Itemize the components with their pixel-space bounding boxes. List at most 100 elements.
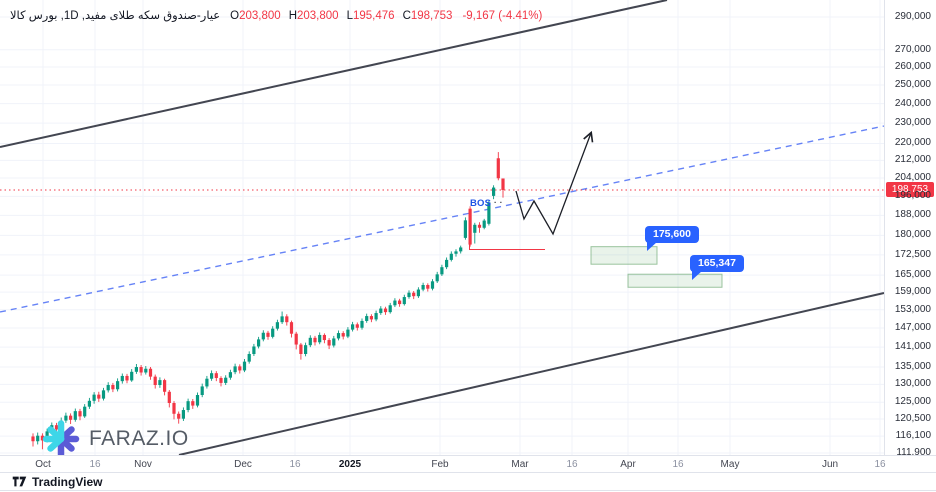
candle-body [139, 367, 143, 373]
faraz-watermark: FARAZ.IO [42, 418, 189, 460]
candle-body [393, 300, 397, 306]
price-tick-label: 141,000 [894, 341, 931, 353]
candle-body [416, 289, 420, 297]
price-tick-label: 230,000 [894, 117, 931, 129]
candle-body [398, 300, 402, 305]
candle-body [257, 339, 261, 347]
time-tick-label: 16 [672, 459, 684, 470]
time-tick-label: Apr [620, 459, 636, 470]
candle-body [285, 316, 289, 323]
zone-rect-1[interactable] [590, 246, 658, 265]
price-tick-label: 172,500 [894, 248, 931, 260]
candle-body [111, 385, 115, 390]
candle-body [487, 202, 491, 224]
candle-body [120, 375, 124, 382]
candle-body [407, 292, 411, 298]
candle-body [501, 178, 505, 190]
candle-body [426, 284, 430, 289]
tradingview-footer: TradingView [0, 472, 936, 491]
price-axis[interactable]: 198,753 290,000 270,000 260,000 250,000 240,… [884, 0, 936, 458]
candle-body [54, 425, 59, 430]
tradingview-brand[interactable]: TradingView [32, 474, 103, 489]
channel-lower[interactable] [178, 292, 885, 455]
time-tick-label: 16 [89, 459, 101, 470]
zone-rect-2[interactable] [627, 273, 723, 288]
candle-body [219, 378, 223, 383]
symbol-legend[interactable]: عیار-صندوق سکه طلای مفید, 1D, بورس کالا … [10, 8, 542, 22]
candle-body [153, 376, 157, 386]
candle-body [125, 375, 129, 381]
candle-body [172, 403, 176, 414]
candle-body [477, 224, 482, 228]
price-tick-label: 260,000 [894, 60, 931, 72]
candle-body [355, 324, 359, 328]
candle-body [341, 333, 345, 337]
price-tick-label: 270,000 [894, 43, 931, 55]
price-tick-label: 165,000 [894, 269, 931, 281]
price-tick-label: 147,000 [894, 322, 931, 334]
candle-body [421, 284, 425, 290]
high-value: H203,800 [288, 10, 339, 22]
candle-body [261, 332, 265, 340]
time-tick-label: Oct [35, 459, 51, 470]
trend-dashed[interactable] [0, 125, 885, 313]
price-tick-label: 135,000 [894, 361, 931, 373]
time-tick-label: 16 [874, 459, 886, 470]
zone2-price-label: 165,347 [698, 257, 736, 269]
candle-body [275, 322, 279, 329]
bos-dashes: ·· [494, 198, 506, 207]
candle-body [186, 401, 190, 411]
time-tick-label: 16 [566, 459, 578, 470]
candle-body [346, 329, 350, 337]
candle-body [228, 372, 232, 378]
candle-body [224, 377, 228, 383]
bos-marker[interactable]: BOS ·· [470, 198, 505, 209]
time-tick-label: Jun [821, 459, 839, 470]
tradingview-logo-icon[interactable] [12, 475, 27, 488]
price-tick-label: 240,000 [894, 97, 931, 109]
candle-body [445, 259, 449, 268]
candle-body [388, 305, 392, 313]
candle-body [449, 253, 453, 260]
channel-upper[interactable] [0, 0, 668, 148]
time-tick-label: Feb [431, 459, 449, 470]
candle-body [473, 224, 477, 233]
time-tick-label: Nov [134, 459, 152, 470]
projection-arrow[interactable] [515, 130, 594, 236]
candle-body [87, 400, 91, 407]
price-tick-label: 196,000 [894, 190, 931, 202]
candle-body [247, 353, 251, 362]
zone2-price-callout[interactable]: 165,347 [690, 255, 744, 280]
candle-body [266, 332, 270, 337]
support-line[interactable] [469, 242, 546, 250]
price-tick-label: 159,000 [894, 286, 931, 298]
candle-body [440, 267, 444, 275]
candle-body [383, 308, 388, 313]
candlestick-chart[interactable] [0, 0, 936, 455]
candle-body [463, 220, 467, 238]
candle-body [289, 322, 294, 334]
last-price-badge: 198,753 [886, 181, 934, 197]
time-axis[interactable]: Oct 16 Nov Dec 16 2025 Feb Mar 16 Apr 16 May Jun 16 [0, 455, 936, 473]
candle-body [459, 247, 463, 252]
symbol-title[interactable]: عیار-صندوق سکه طلای مفید, 1D, بورس کالا [10, 10, 221, 22]
zone1-price-label: 175,600 [653, 228, 691, 240]
candle-body [379, 308, 383, 314]
candle-body [205, 378, 209, 387]
price-tick-label: 125,000 [894, 396, 931, 408]
candle-body [177, 413, 181, 419]
candle-body [313, 337, 317, 343]
candle-body [92, 394, 96, 401]
candle-body [31, 436, 35, 442]
candle-body [280, 316, 284, 323]
candle-body [468, 208, 472, 245]
candle-body [435, 274, 439, 282]
watermark-brand: FARAZ.IO [89, 427, 189, 450]
time-tick-label: May [720, 459, 740, 470]
candle-body [69, 415, 73, 420]
candle-body [304, 345, 308, 354]
zone1-price-callout[interactable]: 175,600 [645, 226, 699, 251]
change-value: -9,167 (-4.41%) [462, 10, 543, 22]
candle-body [64, 415, 68, 421]
